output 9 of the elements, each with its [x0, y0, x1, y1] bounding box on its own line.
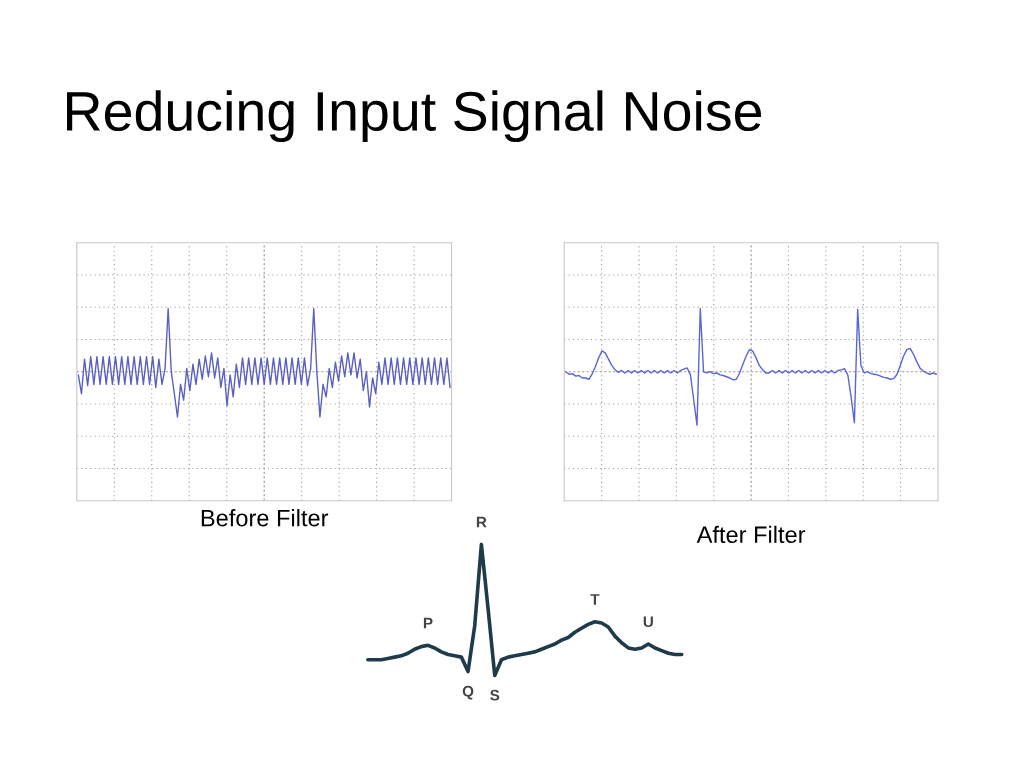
annotation: Q [462, 685, 474, 700]
annotation: P [423, 617, 433, 629]
annotation: T [590, 594, 600, 605]
x-axis-title: After Filter [696, 525, 806, 544]
annotation: R [476, 516, 487, 528]
chart-title: Reducing Input Signal Noise [67, 90, 762, 143]
annotation: S [490, 689, 500, 701]
x-axis-title: Before Filter [201, 509, 329, 527]
annotation: U [643, 616, 653, 628]
